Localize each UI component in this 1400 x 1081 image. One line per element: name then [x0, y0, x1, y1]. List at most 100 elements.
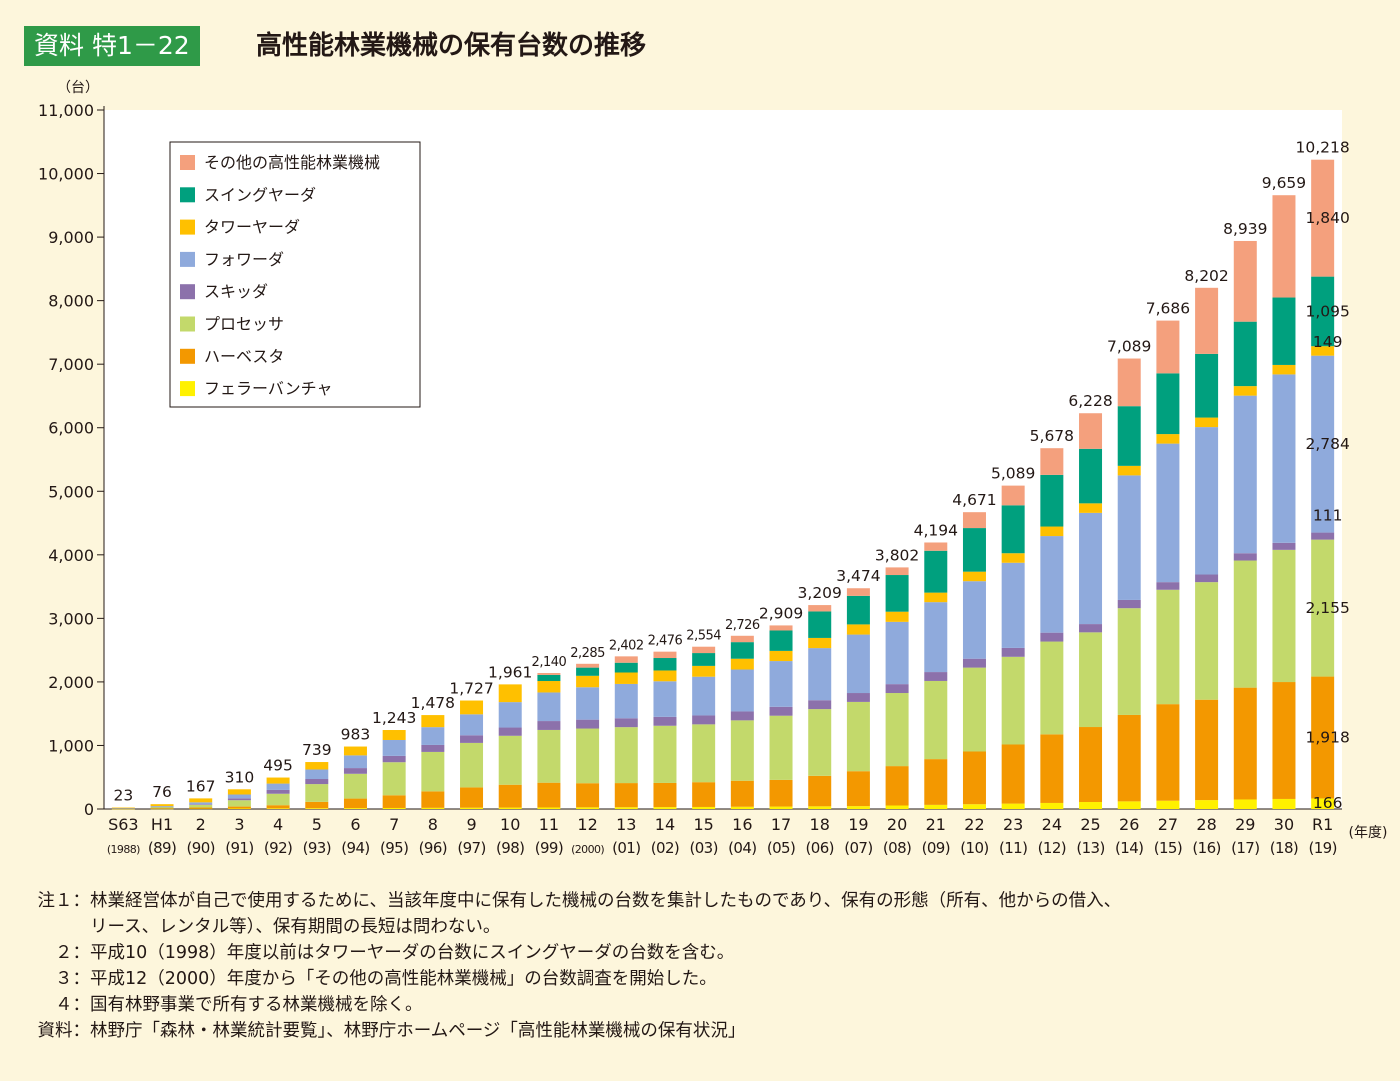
x-tick-year-label: (97) [457, 839, 485, 857]
x-tick-label: S63 [108, 815, 139, 834]
bar-segment [885, 766, 909, 806]
bar-segment [692, 653, 716, 666]
bar-segment [769, 706, 793, 716]
legend-label: タワーヤーダ [204, 218, 300, 237]
bar-segment [1311, 346, 1335, 356]
bar-segment [1233, 687, 1257, 800]
bar-segment [885, 567, 909, 576]
bar-segment [1001, 647, 1025, 657]
x-tick-label: 13 [616, 815, 636, 834]
bar-total-label: 5,678 [1030, 427, 1074, 445]
bar-segment [498, 807, 522, 809]
bar-total-label: 10,218 [1296, 139, 1350, 157]
bar-segment [343, 773, 367, 799]
x-tick-year-label: (01) [612, 839, 640, 857]
bar-segment [1311, 798, 1335, 809]
figure-title: 高性能林業機械の保有台数の推移 [256, 31, 647, 61]
bar-total-label: 5,089 [991, 465, 1035, 483]
y-tick-label: 9,000 [48, 228, 94, 247]
bar-segment [1272, 364, 1296, 375]
bar-segment [692, 806, 716, 809]
bar-segment [1001, 803, 1025, 809]
bar-total-label: 310 [225, 768, 255, 786]
bar-segment [189, 804, 213, 808]
bar-segment [1195, 699, 1219, 801]
bar-segment [1117, 801, 1141, 809]
notes: 注１：林業経営体が自己で使用するために、当該年度中に保有した機械の台数を集計した… [28, 888, 1388, 1044]
bar-segment [846, 693, 870, 702]
legend-swatch [180, 348, 195, 364]
bar-segment [537, 673, 561, 675]
bar-total-label: 1,243 [372, 709, 416, 727]
bar-segment [537, 782, 561, 808]
bar-segment [692, 782, 716, 807]
x-tick-year-label: (10) [960, 839, 988, 857]
x-tick-year-label: (13) [1076, 839, 1104, 857]
bar-segment [305, 784, 329, 802]
bar-segment [576, 783, 600, 808]
bar-segment [1272, 798, 1296, 809]
note-3: ３：平成12（2000）年度から「その他の高性能林業機械」の台数調査を開始した。 [28, 966, 1388, 992]
bar-segment [460, 700, 484, 715]
bar-segment [692, 715, 716, 725]
bar-segment [653, 658, 677, 671]
bar-total-label: 2,726 [725, 618, 760, 633]
r1-segment-label: 2,155 [1305, 599, 1349, 617]
bar-segment [1156, 582, 1180, 590]
bar-segment [1079, 632, 1103, 728]
bar-total-label: 4,194 [914, 521, 958, 539]
bar-segment [1156, 373, 1180, 435]
bar-segment [1040, 734, 1064, 803]
bar-segment [1079, 512, 1103, 625]
bar-total-label: 1,727 [449, 680, 493, 698]
bar-segment [1272, 374, 1296, 543]
legend-label: スイングヤーダ [204, 185, 316, 204]
bar-segment [692, 646, 716, 654]
x-tick-year-label: (99) [535, 839, 563, 857]
bar-segment [614, 656, 638, 663]
bar-segment [730, 711, 754, 721]
bar-segment [343, 746, 367, 756]
bar-segment [730, 780, 754, 807]
r1-segment-label: 1,840 [1305, 209, 1349, 227]
bar-segment [421, 715, 445, 728]
x-tick-year-label: (98) [496, 839, 524, 857]
x-tick-label: 6 [350, 815, 360, 834]
bar-segment [576, 663, 600, 668]
bar-segment [962, 528, 986, 572]
bar-segment [421, 751, 445, 792]
legend-swatch [180, 219, 195, 235]
bar-segment [1195, 353, 1219, 418]
bar-segment [614, 807, 638, 809]
y-tick-label: 4,000 [48, 546, 94, 565]
bar-segment [1001, 553, 1025, 563]
bar-segment [1117, 465, 1141, 476]
bar-segment [846, 634, 870, 694]
bar-segment [769, 715, 793, 780]
bar-segment [614, 662, 638, 673]
legend-label: プロセッサ [204, 315, 284, 334]
bar-segment [692, 724, 716, 783]
bar-segment [1272, 297, 1296, 365]
bar-segment [885, 575, 909, 612]
bar-total-label: 76 [152, 783, 172, 801]
x-tick-label: 24 [1042, 815, 1062, 834]
bar-segment [305, 769, 329, 780]
x-tick-label: 30 [1274, 815, 1294, 834]
bar-segment [150, 804, 174, 807]
bar-segment [576, 807, 600, 809]
bar-segment [769, 630, 793, 651]
note-label: ２： [55, 943, 90, 963]
bar-segment [266, 777, 290, 784]
bar-total-label: 495 [263, 757, 293, 775]
bar-segment [1311, 159, 1335, 277]
bar-total-label: 2,402 [609, 638, 644, 653]
bar-segment [885, 684, 909, 694]
bar-segment [150, 806, 174, 809]
bar-segment [1195, 800, 1219, 809]
bar-total-label: 7,089 [1107, 338, 1151, 356]
bar-segment [885, 805, 909, 809]
x-tick-year-label: (11) [999, 839, 1027, 857]
bar-total-label: 6,228 [1068, 392, 1112, 410]
note-text: 平成12（2000）年度から「その他の高性能林業機械」の台数調査を開始した。 [90, 969, 717, 989]
